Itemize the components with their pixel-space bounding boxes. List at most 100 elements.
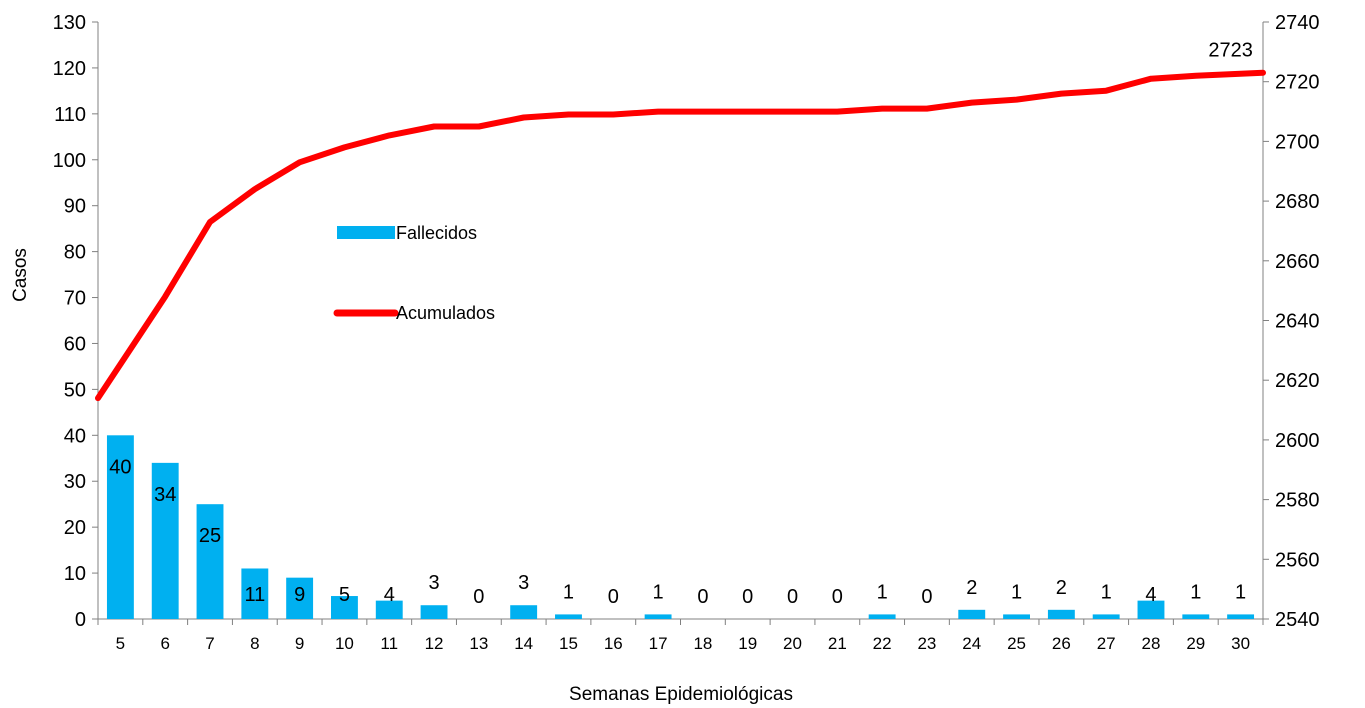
y-tick-label-right: 2620: [1275, 370, 1320, 392]
bar-fallecidos: [420, 605, 448, 619]
y-tick-label-right: 2680: [1275, 191, 1320, 213]
x-tick-label: 29: [1186, 634, 1205, 653]
y-tick-label-left: 100: [53, 150, 86, 172]
bar-fallecidos: [106, 435, 134, 619]
y-tick-label-left: 50: [64, 379, 86, 401]
bar-data-label: 3: [518, 572, 529, 594]
x-tick-label: 21: [828, 634, 847, 653]
bar-data-label: 0: [697, 586, 708, 608]
y-tick-label-left: 30: [64, 471, 86, 493]
bar-fallecidos: [331, 596, 358, 619]
legend-swatch-fallecidos: [337, 226, 395, 239]
bar-fallecidos: [555, 614, 582, 619]
bar-data-label: 1: [563, 581, 574, 603]
line-layer: [95, 69, 1266, 402]
bar-data-label: 1: [1011, 581, 1022, 603]
bar-fallecidos: [1182, 614, 1210, 619]
line-end-label: 2723: [1208, 40, 1253, 62]
y-tick-label-right: 2740: [1275, 12, 1320, 34]
bar-data-label: 2: [966, 577, 977, 599]
bar-data-label: 0: [921, 586, 932, 608]
x-tick-label: 14: [514, 634, 533, 653]
bars: [106, 435, 1255, 619]
y-tick-label-left: 90: [64, 196, 86, 218]
y-tick-label-left: 0: [75, 609, 86, 631]
y-tick-label-left: 10: [64, 563, 86, 585]
bar-fallecidos: [286, 577, 314, 619]
bar-data-label: 0: [608, 586, 619, 608]
bar-fallecidos: [196, 504, 224, 619]
y-tick-label-left: 60: [64, 333, 86, 355]
y-tick-label-right: 2540: [1275, 609, 1320, 631]
x-tick-label: 17: [649, 634, 668, 653]
x-tick-label: 19: [738, 634, 757, 653]
y-tick-label-left: 110: [54, 104, 86, 126]
bar-data-label: 1: [877, 581, 888, 603]
bar-data-label: 9: [294, 584, 305, 606]
y-tick-label-right: 2700: [1275, 131, 1320, 153]
bar-data-label: 1: [1235, 581, 1246, 603]
bar-data-label: 1: [653, 581, 664, 603]
x-tick-label: 6: [160, 634, 169, 653]
legend: Fallecidos Acumulados: [333, 223, 495, 323]
x-tick-label: 18: [693, 634, 712, 653]
bar-fallecidos: [510, 605, 538, 619]
y-tick-label-right: 2640: [1275, 311, 1320, 333]
bar-data-label: 5: [339, 584, 350, 606]
line-acumulados: [95, 69, 1266, 402]
x-tick-label: 20: [783, 634, 802, 653]
legend-label-fallecidos: Fallecidos: [396, 223, 477, 243]
x-tick-label: 7: [205, 634, 214, 653]
bar-data-label: 11: [244, 584, 265, 606]
x-tick-label: 15: [559, 634, 578, 653]
bar-data-label: 0: [787, 586, 798, 608]
x-tick-label: 26: [1052, 634, 1071, 653]
bar-data-label: 4: [1145, 584, 1156, 606]
y-tick-label-right: 2660: [1275, 251, 1320, 273]
y-tick-label-left: 120: [53, 58, 86, 80]
axes: 0102030405060708090100110120130254025602…: [53, 12, 1320, 653]
y-tick-label-right: 2560: [1275, 549, 1320, 571]
x-axis-title: Semanas Epidemiológicas: [569, 684, 793, 705]
x-tick-label: 12: [425, 634, 444, 653]
x-tick-label: 28: [1142, 634, 1161, 653]
bar-data-label: 0: [832, 586, 843, 608]
x-tick-label: 22: [873, 634, 892, 653]
x-tick-label: 8: [250, 634, 259, 653]
bar-data-label: 2: [1056, 577, 1067, 599]
bar-fallecidos: [1092, 614, 1120, 619]
y-tick-label-left: 70: [64, 288, 86, 310]
y-tick-label-left: 80: [64, 242, 86, 264]
bar-data-label: 40: [109, 456, 131, 478]
y-tick-label-left: 40: [64, 425, 86, 447]
bar-data-label: 3: [428, 572, 439, 594]
bar-fallecidos: [1227, 614, 1255, 619]
x-tick-label: 5: [116, 634, 125, 653]
bar-data-label: 0: [473, 586, 484, 608]
bar-fallecidos: [1047, 609, 1075, 619]
x-tick-label: 23: [917, 634, 936, 653]
bar-data-label: 1: [1101, 581, 1112, 603]
x-tick-label: 16: [604, 634, 623, 653]
x-tick-label: 11: [380, 634, 398, 653]
bar-fallecidos: [375, 600, 403, 619]
bar-fallecidos: [151, 462, 179, 619]
y-axis-title: Casos: [10, 248, 31, 302]
bar-fallecidos: [644, 614, 672, 619]
bar-data-label: 4: [384, 584, 395, 606]
bar-fallecidos: [868, 614, 896, 619]
y-tick-label-right: 2580: [1275, 490, 1320, 512]
bar-data-label: 34: [154, 484, 176, 506]
x-tick-label: 27: [1097, 634, 1116, 653]
x-tick-label: 24: [962, 634, 981, 653]
y-tick-label-left: 130: [53, 12, 86, 34]
bar-fallecidos: [1137, 600, 1165, 619]
x-tick-label: 30: [1231, 634, 1250, 653]
x-tick-label: 10: [335, 634, 354, 653]
bar-fallecidos: [958, 609, 986, 619]
bar-fallecidos: [241, 568, 269, 619]
y-tick-label-left: 20: [64, 517, 86, 539]
bar-fallecidos: [1003, 614, 1030, 619]
bar-data-label: 0: [742, 586, 753, 608]
